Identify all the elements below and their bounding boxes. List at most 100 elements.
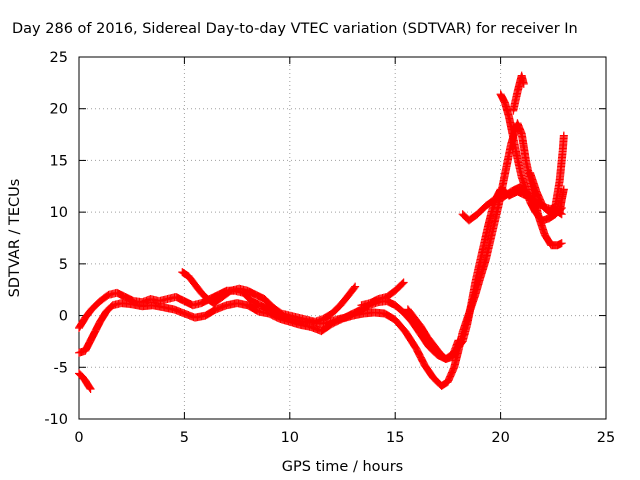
data-point-trail [526, 170, 540, 195]
data-series [75, 185, 566, 364]
data-point-trail [541, 232, 555, 249]
data-point-trail [501, 99, 513, 120]
data-point-trail [392, 302, 407, 316]
y-tick-label: 10 [50, 205, 68, 221]
data-point-trail [417, 331, 433, 350]
x-tick-label: 0 [74, 430, 83, 446]
data-point-trail [484, 207, 496, 230]
data-point-trail [412, 345, 429, 368]
data-points [75, 71, 568, 394]
data-point-trail [86, 327, 100, 346]
data-point-trail [531, 207, 542, 220]
data-point-trail [535, 213, 546, 224]
data-point-trail [92, 318, 104, 333]
x-tick-label: 10 [281, 430, 299, 446]
data-point-trail [501, 141, 515, 178]
data-point-trail [383, 287, 398, 301]
data-series [526, 131, 568, 217]
data-point [399, 278, 408, 287]
data-series [178, 268, 360, 326]
data-point-trail [514, 187, 525, 198]
data-point-trail [475, 257, 490, 284]
data-point-trail [329, 315, 346, 328]
data-point-trail [546, 202, 559, 216]
data-series [75, 119, 566, 390]
data-point-trail [411, 314, 424, 329]
data-point-trail [392, 279, 407, 294]
chart-title: Day 286 of 2016, Sidereal Day-to-day VTE… [12, 21, 578, 37]
y-tick-label: 20 [50, 102, 68, 118]
x-axis-label: GPS time / hours [282, 459, 403, 475]
data-point-trail [85, 382, 94, 392]
data-point-trail [425, 343, 441, 358]
data-point-trail [96, 308, 110, 325]
data-series [75, 369, 95, 394]
data-point-trail [76, 370, 86, 380]
data-point-trail [417, 323, 431, 340]
data-point-trail [533, 188, 547, 209]
data-point-trail [329, 302, 344, 317]
data-point [557, 239, 566, 248]
data-point-trail [97, 291, 112, 305]
data-point-trail [82, 306, 95, 321]
y-tick-label: -5 [54, 360, 68, 376]
data-point-trail [219, 287, 234, 301]
data-point-trail [555, 147, 567, 184]
y-tick-label: -10 [44, 412, 68, 428]
data-point-trail [81, 377, 92, 389]
data-point-trail [404, 306, 418, 321]
data-point-trail [483, 196, 498, 210]
data-point [519, 79, 528, 88]
data-point-trail [450, 348, 463, 370]
data-point-trail [198, 289, 211, 302]
data-point-trail [88, 298, 104, 313]
data-point-trail [78, 373, 89, 384]
x-tick-label: 5 [180, 430, 189, 446]
data-point-trail [103, 302, 116, 315]
y-tick-label: 5 [59, 257, 68, 273]
y-axis-label: SDTVAR / TECUs [7, 179, 23, 298]
x-tick-label: 20 [491, 430, 509, 446]
data-point-trail [475, 242, 488, 267]
grid-lines [79, 57, 606, 419]
data-point-trail [482, 230, 496, 263]
data-point-trail [270, 304, 285, 317]
data-point-trail [408, 318, 424, 338]
data-point-trail [421, 362, 437, 381]
data-point-trail [459, 310, 473, 335]
data-point-trail [480, 224, 492, 248]
data-point-trail [185, 273, 199, 288]
data-point-trail [266, 310, 282, 323]
data-point-trail [499, 188, 514, 201]
data-point-trail [337, 292, 352, 309]
y-tick-label: 25 [50, 50, 68, 66]
data-point-trail [81, 339, 93, 354]
data-point-trail [465, 292, 479, 317]
data-series [555, 185, 568, 217]
data-series [509, 71, 528, 115]
data-series [458, 183, 543, 225]
data-point-trail [471, 277, 484, 298]
data-point-trail [430, 341, 443, 356]
data-point [559, 185, 568, 194]
data-point-trail [402, 329, 420, 352]
data-point [559, 131, 568, 140]
data-point [351, 282, 360, 291]
data-point-trail [320, 310, 335, 322]
data-point-trail [444, 364, 458, 385]
y-tick-labels: -10 -5 0 5 10 15 20 25 [44, 50, 68, 428]
data-point-trail [261, 296, 276, 311]
data-point-trail [438, 378, 451, 390]
data-point-trail [381, 310, 399, 324]
data-point-trail [554, 239, 565, 249]
data-point-trail [345, 283, 359, 298]
data-point-trail [466, 211, 481, 224]
data-series [357, 278, 408, 310]
x-tick-labels: 0 5 10 15 20 25 [74, 430, 615, 446]
data-point-trail [202, 306, 219, 319]
x-tick-label: 25 [597, 430, 615, 446]
data-point-trail [392, 316, 409, 335]
data-point [454, 336, 463, 345]
data-point-trail [423, 333, 437, 348]
